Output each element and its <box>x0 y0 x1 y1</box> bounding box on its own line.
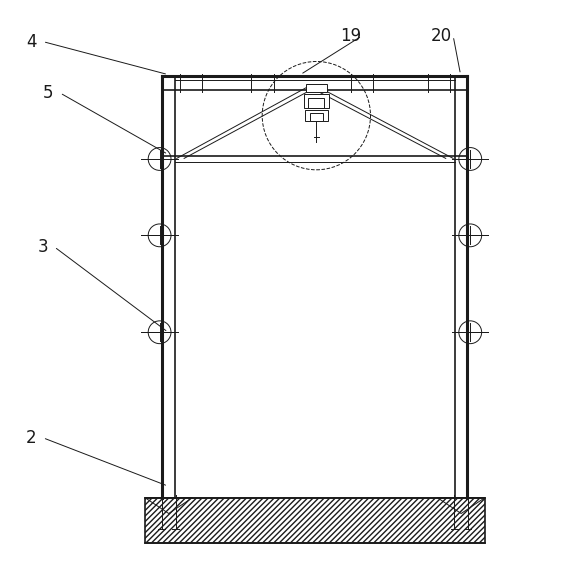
Bar <box>310 113 323 122</box>
Bar <box>145 497 484 543</box>
Bar <box>145 497 484 543</box>
Text: 2: 2 <box>26 428 36 447</box>
Text: 3: 3 <box>38 238 48 256</box>
Bar <box>306 84 327 91</box>
Bar <box>308 98 324 108</box>
Bar <box>304 94 329 108</box>
Text: 5: 5 <box>43 84 54 102</box>
Text: 4: 4 <box>26 32 36 50</box>
Bar <box>305 110 328 122</box>
Text: 20: 20 <box>431 27 453 45</box>
Text: 19: 19 <box>340 27 361 45</box>
